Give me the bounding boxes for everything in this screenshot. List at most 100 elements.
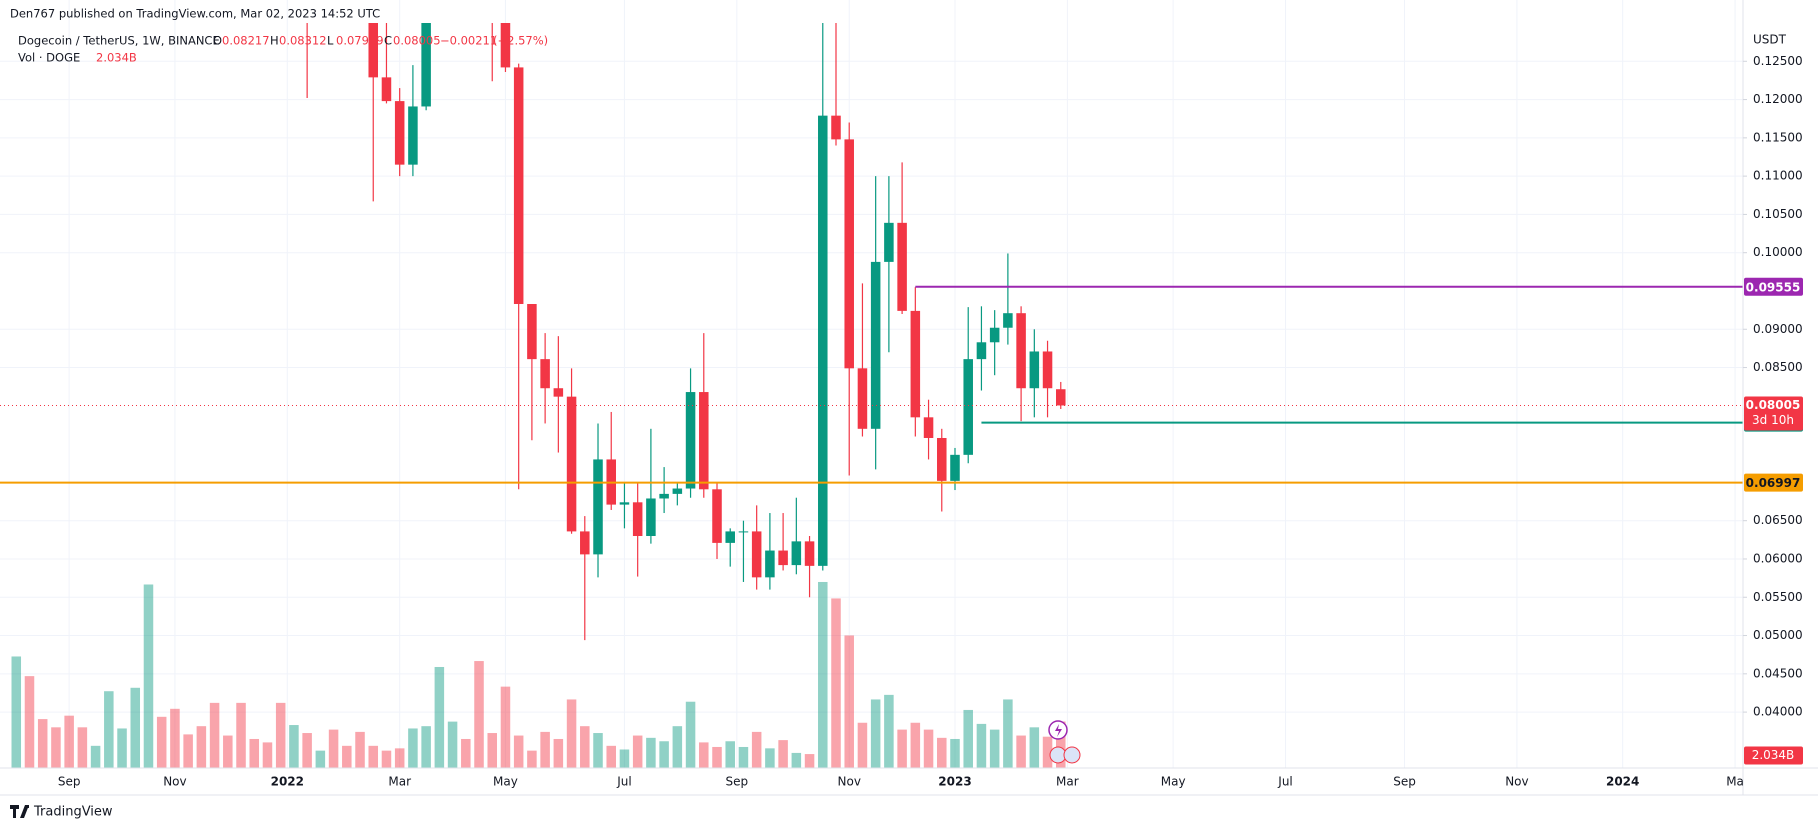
candle-body — [553, 388, 564, 397]
volume-bar — [725, 741, 735, 768]
volume-bar — [804, 754, 815, 768]
candle-body — [857, 368, 868, 429]
candle-body — [1016, 313, 1026, 389]
volume-bar — [381, 750, 392, 768]
y-tick-label: 0.04500 — [1753, 666, 1803, 680]
candle-body — [950, 454, 960, 481]
volume-bar — [156, 716, 167, 768]
y-tick-label: 0.10500 — [1753, 207, 1803, 221]
volume-bar — [328, 729, 339, 768]
event-icons — [1048, 720, 1081, 764]
level-label: 0.06997 — [1746, 476, 1801, 490]
volume-bar — [513, 735, 524, 768]
volume-bar — [950, 738, 960, 768]
candle-body — [381, 77, 392, 102]
volume-bar — [751, 731, 762, 768]
symbol-title: Dogecoin / TetherUS, 1W, BINANCE — [18, 34, 220, 48]
volume-bar — [778, 740, 788, 768]
volume-bar — [897, 729, 907, 768]
ohlc-letter: O — [213, 34, 222, 48]
y-tick-label: 0.11000 — [1753, 169, 1803, 183]
candle-body — [1003, 313, 1013, 328]
candle-body — [566, 396, 577, 532]
candle-body — [884, 222, 894, 262]
y-tick-label: 0.10000 — [1753, 245, 1803, 259]
candle-body — [765, 550, 775, 578]
volume-bar — [870, 699, 881, 768]
logo — [10, 805, 29, 818]
candle-body — [646, 498, 656, 537]
volume-bar — [738, 746, 749, 768]
candle-body — [923, 417, 934, 438]
flag-icon[interactable] — [1063, 746, 1081, 764]
candle-body — [831, 115, 841, 140]
candle-body — [368, 23, 379, 78]
last-price-box — [1744, 396, 1803, 431]
candle-body — [394, 101, 405, 165]
candle-body — [619, 502, 630, 505]
x-tick-label: May — [1161, 775, 1186, 789]
volume-bar — [619, 749, 630, 768]
candle-body — [725, 531, 735, 543]
y-tick-label: 0.11500 — [1753, 130, 1803, 144]
y-tick-label: 0.05500 — [1753, 590, 1803, 604]
volume-bar — [844, 635, 854, 768]
candle-body — [421, 23, 431, 107]
volume-bar — [302, 733, 312, 768]
grid — [0, 0, 1743, 768]
ohlc-letter: H — [270, 34, 279, 48]
volume-bar — [831, 598, 841, 768]
candle-body — [540, 359, 550, 389]
x-tick-label: May — [493, 775, 518, 789]
level-label: 0.09555 — [1746, 280, 1801, 294]
volume-bar — [606, 745, 616, 768]
volume-bar — [342, 745, 352, 768]
volume-bar — [857, 722, 868, 768]
publisher: Den767 published on TradingView.com, Mar… — [10, 7, 380, 21]
candle-body — [1042, 351, 1053, 389]
volume-label-box — [1744, 746, 1803, 765]
logo-mark — [10, 805, 29, 818]
change-pct: (−2.57%) — [493, 34, 548, 48]
x-tick-label: 2023 — [938, 775, 971, 789]
volume-bar — [566, 699, 577, 768]
x-tick-label: Nov — [1505, 775, 1528, 789]
volume-bar — [394, 748, 405, 768]
volume-bar — [170, 708, 180, 768]
volume-bar — [487, 733, 497, 768]
volume-bar — [685, 701, 696, 768]
x-tick-label: Jul — [616, 775, 631, 789]
volume-bar — [818, 581, 828, 768]
volume-bar — [910, 722, 921, 768]
candle-body — [778, 550, 788, 566]
volume-bar — [632, 735, 643, 768]
volume-bar — [117, 728, 127, 768]
volume-bar — [884, 694, 894, 768]
volume-bar — [37, 719, 48, 768]
ohlc-value: 0.07959 — [336, 34, 384, 48]
volume-bar — [143, 584, 154, 768]
x-tick-label: Sep — [726, 775, 749, 789]
x-tick-label: Jul — [1277, 775, 1292, 789]
x-tick-label: Nov — [838, 775, 861, 789]
x-tick-label: Nov — [163, 775, 186, 789]
volume-bar — [1056, 721, 1066, 768]
volume-bar — [976, 723, 987, 768]
candle-body — [672, 488, 683, 494]
volume-bar — [580, 726, 590, 768]
level-label-box — [1744, 277, 1803, 296]
volume-title: Vol · DOGE — [18, 51, 80, 65]
overlay — [0, 285, 1743, 484]
candle-body — [870, 261, 881, 429]
volume-bar — [64, 715, 74, 768]
volume-bar — [368, 745, 379, 768]
volume-bar — [51, 727, 61, 768]
candle-body — [699, 392, 709, 490]
candle-body — [527, 304, 537, 360]
volume-bar — [765, 748, 775, 768]
candle-body — [804, 541, 815, 566]
volume-bar — [130, 687, 141, 768]
y-tick-label: 0.09000 — [1753, 322, 1803, 336]
volume-bar — [593, 733, 603, 768]
